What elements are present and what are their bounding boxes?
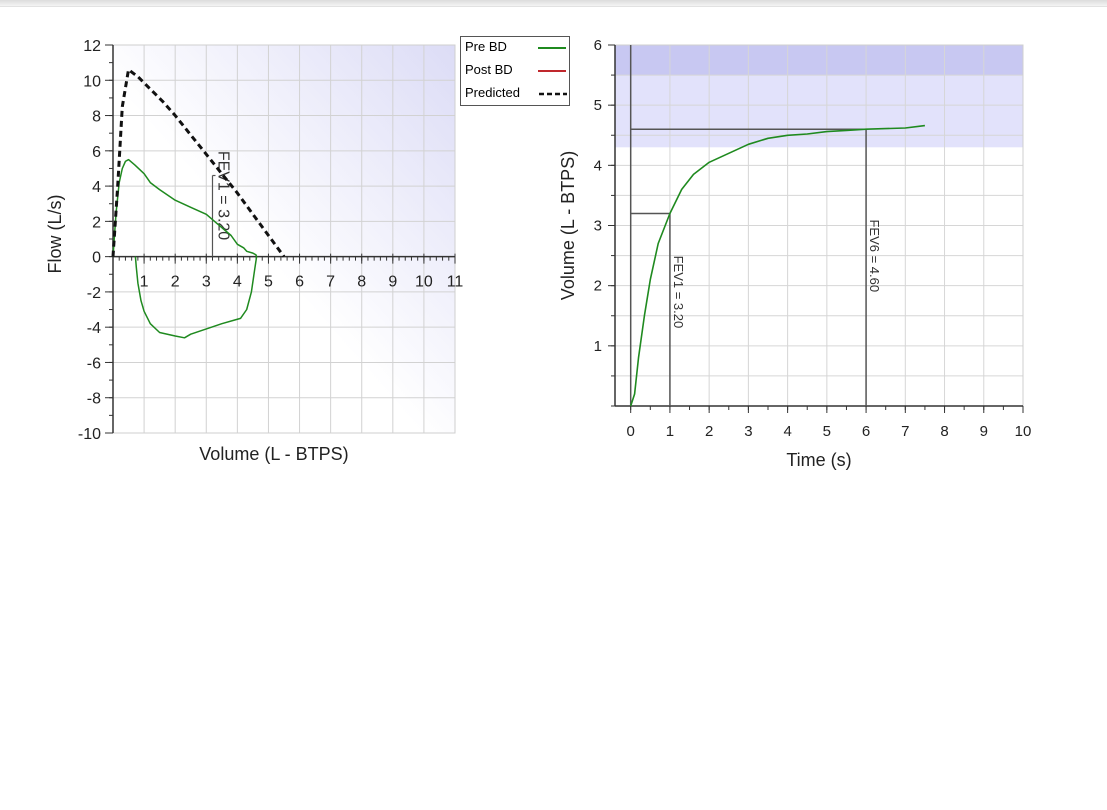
series-line-pre-bd xyxy=(112,158,258,339)
x-tick-label: 10 xyxy=(1015,423,1032,440)
fev1-annotation: FEV1 = 3.20 xyxy=(214,151,231,240)
y-tick-label: 3 xyxy=(594,218,602,235)
shaded-band xyxy=(615,45,1023,76)
y-tick-label: 8 xyxy=(92,109,101,126)
y-tick-label: 2 xyxy=(594,278,602,295)
y-tick-label: 2 xyxy=(92,214,101,231)
flow-volume-chart: 1 2 3 4 5 6 7 8 9 10 11121086420-2-4-6-8-10Volume … xyxy=(45,38,463,464)
window-top-bar xyxy=(0,0,1107,7)
volume-time-chart: 0 1 2 3 4 5 6 7 8 9 10 6 5 4 3 2 1 Time (s) Volume (L - BT… xyxy=(558,37,1031,470)
legend-label-pre-bd: Pre BD xyxy=(465,39,507,54)
y-tick-label: 6 xyxy=(92,144,101,161)
y-tick-label: 6 xyxy=(594,37,602,54)
y-tick-label: 0 xyxy=(92,250,101,267)
chart-legend: Pre BD Post BD Predicted xyxy=(460,36,570,106)
x-tick-label: 10 xyxy=(415,274,433,291)
y-tick-label: 12 xyxy=(83,38,101,55)
legend-swatch-pre-bd xyxy=(538,47,566,49)
x-tick-label: 9 xyxy=(388,274,397,291)
x-tick-label: 0 xyxy=(627,423,635,440)
x-axis-label: Time (s) xyxy=(786,450,851,470)
series-line-pre-bd xyxy=(629,124,925,407)
legend-swatch-post-bd xyxy=(538,70,566,72)
y-tick-label: 4 xyxy=(594,157,602,174)
x-tick-label: 1 xyxy=(666,423,674,440)
y-tick-label: -4 xyxy=(87,320,101,337)
x-tick-label: 3 xyxy=(202,274,211,291)
series-line-predicted xyxy=(111,68,286,258)
x-tick-label: 5 xyxy=(823,423,831,440)
y-tick-label: 4 xyxy=(92,179,101,196)
x-tick-label: 5 xyxy=(264,274,273,291)
y-tick-label: -6 xyxy=(87,355,101,372)
x-tick-label: 6 xyxy=(295,274,304,291)
x-tick-label: 4 xyxy=(233,274,242,291)
x-tick-label: 7 xyxy=(326,274,335,291)
x-tick-label: 7 xyxy=(901,423,909,440)
x-tick-label: 1 xyxy=(140,274,149,291)
y-tick-label: -8 xyxy=(87,391,101,408)
legend-label-post-bd: Post BD xyxy=(465,62,513,77)
legend-entry-predicted: Predicted xyxy=(465,84,569,102)
y-tick-label: 10 xyxy=(83,73,101,90)
y-tick-label: 5 xyxy=(594,97,602,114)
x-axis-label: Volume (L - BTPS) xyxy=(199,444,348,464)
y-tick-label: -2 xyxy=(87,285,101,302)
x-tick-label: 8 xyxy=(940,423,948,440)
x-tick-label: 11 xyxy=(447,274,464,291)
x-tick-label: 9 xyxy=(980,423,988,440)
fev1-annotation: FEV1 = 3.20 xyxy=(671,256,686,329)
legend-entry-post-bd: Post BD xyxy=(465,61,569,79)
y-axis-label: Volume (L - BTPS) xyxy=(558,151,578,300)
legend-label-predicted: Predicted xyxy=(465,85,520,100)
flow-volume-plot-area xyxy=(113,45,455,433)
x-tick-label: 2 xyxy=(705,423,713,440)
shaded-band xyxy=(615,75,1023,148)
y-axis-label: Flow (L/s) xyxy=(45,194,65,273)
legend-entry-pre-bd: Pre BD xyxy=(465,38,569,56)
x-tick-label: 8 xyxy=(357,274,366,291)
y-tick-label: 1 xyxy=(594,338,602,355)
x-tick-label: 4 xyxy=(783,423,791,440)
y-tick-label: -10 xyxy=(78,426,101,443)
legend-swatch-predicted xyxy=(539,92,567,96)
x-tick-label: 6 xyxy=(862,423,870,440)
x-tick-label: 3 xyxy=(744,423,752,440)
x-tick-label: 2 xyxy=(171,274,180,291)
fev6-annotation: FEV6 = 4.60 xyxy=(867,219,882,292)
